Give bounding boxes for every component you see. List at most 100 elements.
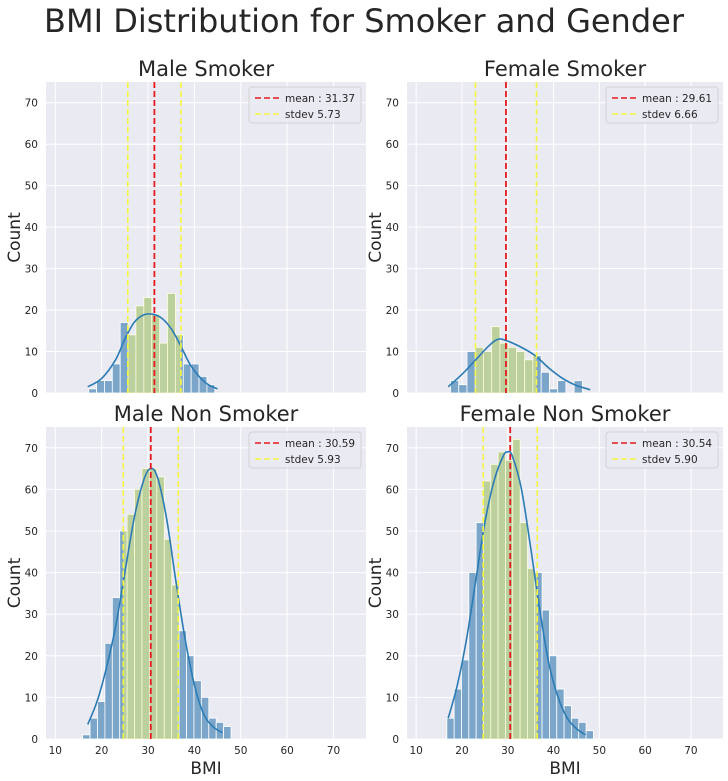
- x-tick-label: 30: [141, 745, 154, 757]
- histogram-bar: [206, 384, 216, 394]
- y-tick-label: 0: [31, 734, 38, 746]
- y-tick-label: 10: [386, 347, 399, 359]
- panel-title: Female Smoker: [484, 57, 647, 81]
- x-axis-label: BMI: [549, 759, 580, 779]
- band-overlay: [127, 514, 135, 739]
- band-overlay: [134, 489, 142, 739]
- band-overlay: [490, 464, 499, 739]
- band-overlay: [520, 522, 528, 739]
- y-tick-label: 20: [386, 651, 399, 663]
- y-tick-label: 60: [386, 484, 399, 496]
- legend-label: mean : 29.61: [642, 93, 712, 105]
- histogram-bar: [88, 388, 97, 394]
- x-tick-label: 40: [188, 745, 201, 757]
- y-tick-label: 60: [25, 139, 38, 151]
- y-tick-label: 70: [386, 443, 399, 455]
- band-overlay: [175, 334, 181, 393]
- y-tick-label: 60: [25, 484, 38, 496]
- x-tick-label: 10: [409, 745, 422, 757]
- y-tick-label: 40: [25, 568, 38, 580]
- histogram-bar: [450, 380, 460, 394]
- legend-label: stdev 6.66: [642, 109, 698, 121]
- band-overlay: [149, 468, 157, 739]
- legend-label: stdev 5.93: [285, 454, 341, 466]
- y-axis-label: Count: [366, 212, 386, 263]
- band-overlay: [156, 476, 165, 739]
- y-tick-label: 20: [25, 651, 38, 663]
- y-tick-label: 10: [25, 692, 38, 704]
- band-overlay: [475, 347, 484, 393]
- band-overlay: [143, 297, 152, 393]
- histogram-bar: [178, 630, 187, 740]
- band-overlay: [164, 539, 172, 739]
- x-tick-label: 50: [593, 745, 606, 757]
- y-tick-label: 50: [25, 181, 38, 193]
- band-overlay: [171, 585, 179, 739]
- band-overlay: [524, 359, 533, 393]
- y-tick-label: 20: [25, 305, 38, 317]
- legend-label: mean : 30.54: [642, 438, 712, 450]
- legend-label: mean : 31.37: [285, 93, 355, 105]
- band-overlay: [483, 351, 492, 393]
- x-tick-label: 60: [280, 745, 293, 757]
- x-tick-label: 20: [95, 745, 108, 757]
- histogram-bar: [198, 376, 208, 394]
- y-tick-label: 0: [392, 734, 399, 746]
- band-overlay: [508, 347, 517, 393]
- y-tick-label: 70: [25, 98, 38, 110]
- plot-area: [407, 82, 723, 393]
- x-tick-label: 70: [684, 745, 697, 757]
- legend-label: mean : 30.59: [285, 438, 355, 450]
- histogram-bar: [453, 688, 462, 740]
- y-tick-label: 50: [386, 526, 399, 538]
- kde-curve: [447, 450, 587, 736]
- band-overlay: [483, 481, 491, 739]
- x-axis-label: BMI: [190, 759, 221, 779]
- y-axis-label: Count: [5, 557, 25, 608]
- y-tick-label: 70: [386, 98, 399, 110]
- x-tick-label: 40: [547, 745, 560, 757]
- y-tick-label: 50: [25, 526, 38, 538]
- band-overlay: [128, 334, 136, 393]
- histogram-bar: [89, 717, 98, 740]
- histogram-bar: [111, 363, 121, 394]
- histogram-bar: [119, 322, 129, 394]
- x-tick-label: 30: [501, 745, 514, 757]
- plot-area: [46, 427, 366, 739]
- histogram-bar: [182, 363, 192, 394]
- y-tick-label: 30: [25, 609, 38, 621]
- kde-curve: [87, 313, 218, 390]
- y-tick-label: 0: [31, 388, 38, 400]
- band-overlay: [505, 460, 513, 739]
- histogram-bar: [82, 734, 91, 740]
- histogram-bar: [111, 597, 121, 740]
- histogram-bar: [461, 659, 470, 740]
- histogram-bar: [446, 717, 455, 740]
- plot-area: [407, 427, 723, 739]
- panel-3: 0 10 20 30 40 50 60 70 10 20 30 40 50 60 70 Male Non Sm…: [5, 402, 366, 779]
- y-tick-label: 70: [25, 443, 38, 455]
- x-tick-label: 50: [234, 745, 247, 757]
- y-tick-label: 30: [386, 264, 399, 276]
- y-axis-label: Count: [366, 557, 386, 608]
- y-tick-label: 50: [386, 181, 399, 193]
- histogram-bar: [466, 351, 476, 394]
- y-tick-label: 20: [386, 305, 399, 317]
- x-tick-label: 70: [327, 745, 340, 757]
- histogram-bar: [585, 730, 594, 740]
- legend-label: stdev 5.73: [285, 109, 341, 121]
- y-tick-label: 0: [392, 388, 399, 400]
- histogram-bar: [540, 371, 550, 394]
- y-tick-label: 40: [25, 222, 38, 234]
- band-overlay: [159, 343, 168, 393]
- band-overlay: [534, 572, 538, 739]
- panel-2: 0 10 20 30 40 50 60 70 Female Smoker Count mean : …: [366, 57, 723, 400]
- histogram-bar: [97, 701, 106, 740]
- histogram-bar: [458, 384, 468, 394]
- kde-curve: [447, 338, 591, 391]
- band-overlay: [498, 451, 506, 739]
- panel-title: Female Non Smoker: [460, 402, 671, 426]
- y-tick-label: 10: [386, 692, 399, 704]
- band-overlay: [135, 305, 144, 393]
